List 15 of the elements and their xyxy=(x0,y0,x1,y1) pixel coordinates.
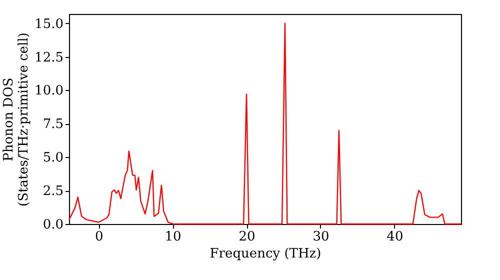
y-tick-label: 12.5 xyxy=(34,50,64,66)
y-tick-label: 5.0 xyxy=(42,150,64,166)
line-series xyxy=(68,22,462,225)
x-tick-label: 30 xyxy=(312,230,330,244)
x-tick-label: 0 xyxy=(94,230,104,244)
x-tick-label: 20 xyxy=(238,230,256,244)
y-axis-title: Phonon DOS (States/THz·primitive cell) xyxy=(2,32,32,207)
x-axis-title: Frequency (THz) xyxy=(210,246,322,262)
x-tick-label: 10 xyxy=(164,230,182,244)
x-tick-label: 40 xyxy=(386,230,404,244)
y-tick-label: 15.0 xyxy=(34,16,64,32)
y-tick-label: 10.0 xyxy=(34,84,64,99)
y-tick-label: 7.5 xyxy=(42,117,64,132)
y-tick-label: 0.0 xyxy=(42,218,64,232)
y-tick-label: 2.5 xyxy=(42,184,64,200)
